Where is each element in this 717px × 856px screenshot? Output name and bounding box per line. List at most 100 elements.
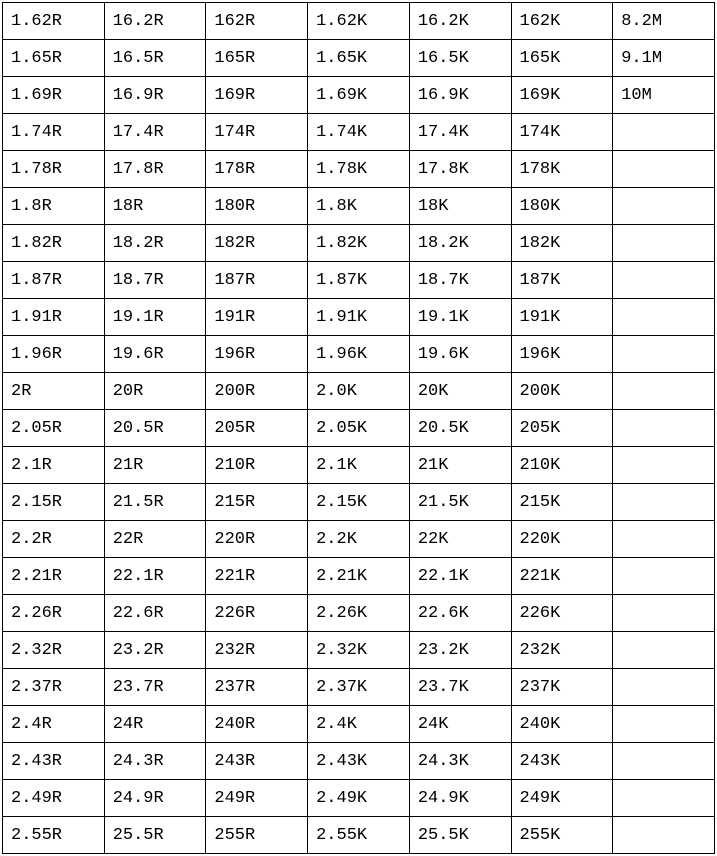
table-cell: 20.5K [409,410,511,447]
table-cell: 22.1K [409,558,511,595]
table-cell: 215K [511,484,613,521]
table-cell: 1.8K [308,188,410,225]
table-cell: 1.82R [3,225,105,262]
table-cell [613,484,715,521]
table-cell: 2.05R [3,410,105,447]
table-cell: 18.2R [104,225,206,262]
table-cell: 187R [206,262,308,299]
table-cell: 226K [511,595,613,632]
table-cell: 169K [511,77,613,114]
table-cell: 18R [104,188,206,225]
table-cell: 20K [409,373,511,410]
table-row: 2.55R25.5R255R2.55K25.5K255K [3,817,715,854]
resistor-value-table: 1.62R16.2R162R1.62K16.2K162K8.2M1.65R16.… [2,2,715,854]
table-row: 2.21R22.1R221R2.21K22.1K221K [3,558,715,595]
table-cell: 210K [511,447,613,484]
table-cell: 2.1R [3,447,105,484]
table-cell: 232K [511,632,613,669]
table-cell: 249R [206,780,308,817]
table-cell: 165R [206,40,308,77]
table-cell: 2.21K [308,558,410,595]
table-cell: 226R [206,595,308,632]
table-cell: 18.7R [104,262,206,299]
table-cell: 182R [206,225,308,262]
table-cell: 243K [511,743,613,780]
table-cell: 200R [206,373,308,410]
table-cell: 210R [206,447,308,484]
table-cell [613,558,715,595]
table-cell: 2.26K [308,595,410,632]
table-cell: 17.4K [409,114,511,151]
table-cell: 2.26R [3,595,105,632]
table-cell: 19.6R [104,336,206,373]
table-cell: 19.6K [409,336,511,373]
table-cell: 23.7R [104,669,206,706]
table-row: 2.05R20.5R205R2.05K20.5K205K [3,410,715,447]
table-cell [613,817,715,854]
table-cell: 18K [409,188,511,225]
table-cell: 2.43R [3,743,105,780]
table-cell: 1.62K [308,3,410,40]
table-cell: 180K [511,188,613,225]
table-cell: 2.43K [308,743,410,780]
table-cell: 2.15R [3,484,105,521]
table-cell: 220K [511,521,613,558]
table-cell: 1.87R [3,262,105,299]
table-cell: 16.5R [104,40,206,77]
table-cell: 165K [511,40,613,77]
table-cell: 205K [511,410,613,447]
table-row: 2.4R24R240R2.4K24K240K [3,706,715,743]
table-cell: 221K [511,558,613,595]
table-row: 2.43R24.3R243R2.43K24.3K243K [3,743,715,780]
table-cell: 174K [511,114,613,151]
table-cell: 18.7K [409,262,511,299]
table-cell: 205R [206,410,308,447]
table-cell: 22.1R [104,558,206,595]
table-cell: 1.74K [308,114,410,151]
table-row: 2R20R200R2.0K20K200K [3,373,715,410]
table-row: 2.26R22.6R226R2.26K22.6K226K [3,595,715,632]
table-cell [613,669,715,706]
table-row: 2.37R23.7R237R2.37K23.7K237K [3,669,715,706]
table-cell [613,188,715,225]
table-row: 1.8R18R180R1.8K18K180K [3,188,715,225]
table-cell: 237K [511,669,613,706]
table-row: 1.96R19.6R196R1.96K19.6K196K [3,336,715,373]
table-cell: 169R [206,77,308,114]
table-cell: 19.1K [409,299,511,336]
table-cell: 243R [206,743,308,780]
table-cell: 174R [206,114,308,151]
table-cell [613,225,715,262]
table-cell: 20R [104,373,206,410]
table-cell: 255R [206,817,308,854]
table-row: 1.91R19.1R191R1.91K19.1K191K [3,299,715,336]
table-cell: 1.82K [308,225,410,262]
table-row: 2.32R23.2R232R2.32K23.2K232K [3,632,715,669]
table-cell: 1.91K [308,299,410,336]
table-cell: 2.21R [3,558,105,595]
table-cell: 2R [3,373,105,410]
table-cell [613,373,715,410]
table-cell: 2.4R [3,706,105,743]
table-cell: 162K [511,3,613,40]
table-cell: 232R [206,632,308,669]
table-cell: 178K [511,151,613,188]
table-cell [613,151,715,188]
table-cell [613,114,715,151]
table-cell: 2.37R [3,669,105,706]
table-cell: 221R [206,558,308,595]
table-cell: 21.5K [409,484,511,521]
table-cell: 1.62R [3,3,105,40]
table-cell: 17.8R [104,151,206,188]
table-cell: 17.4R [104,114,206,151]
table-cell: 196R [206,336,308,373]
table-cell: 2.05K [308,410,410,447]
table-cell: 2.55R [3,817,105,854]
table-cell: 200K [511,373,613,410]
table-cell: 23.7K [409,669,511,706]
table-cell: 24.3R [104,743,206,780]
table-cell: 25.5K [409,817,511,854]
table-cell: 1.69K [308,77,410,114]
table-row: 1.78R17.8R178R1.78K17.8K178K [3,151,715,188]
table-cell: 2.55K [308,817,410,854]
